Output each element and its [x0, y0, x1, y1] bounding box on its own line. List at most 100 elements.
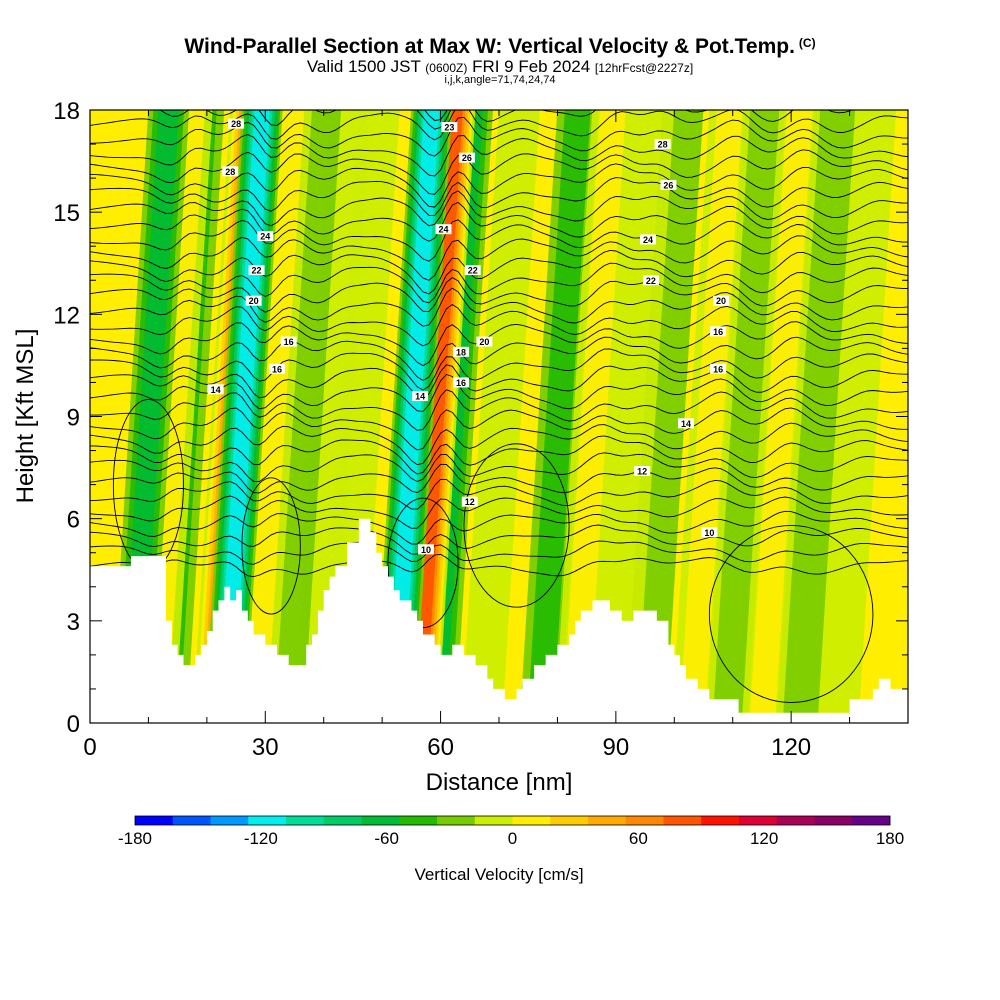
velocity-band	[749, 110, 813, 723]
colorbar-segment	[739, 816, 778, 825]
contour-label-bg	[713, 295, 730, 306]
y-tick-label: 3	[67, 609, 80, 636]
theta-contour	[90, 219, 908, 262]
colorbar-segment	[550, 816, 589, 825]
velocity-band	[595, 110, 675, 723]
theta-contour	[90, 524, 908, 555]
contour-label: 20	[716, 296, 726, 306]
theta-contour	[90, 303, 908, 347]
colorbar-tick-label: 60	[629, 829, 648, 848]
contour-label-bg	[222, 166, 239, 177]
axes: 0 30 60 90 120 0 3 6 9 12 15 18	[53, 98, 908, 761]
theta-contour	[90, 435, 908, 475]
contour-label: 18	[456, 347, 466, 357]
contour-label: 24	[260, 232, 270, 242]
theta-contour	[90, 277, 908, 313]
y-tick-label: 6	[67, 507, 80, 534]
colorbar-segment	[172, 816, 211, 825]
forecast-info: [12hrFcst@2227z]	[594, 61, 694, 75]
contour-label: 16	[456, 378, 466, 388]
colorbar-segment	[588, 816, 627, 825]
contour-label: 16	[713, 364, 723, 374]
x-tick-label: 90	[603, 734, 630, 761]
colorbar-tick-label: -180	[118, 829, 152, 848]
chart-subtitle: Valid 1500 JST (0600Z) FRI 9 Feb 2024 [1…	[0, 58, 1000, 75]
contour-label-bg	[280, 336, 297, 347]
theta-contour	[90, 163, 908, 208]
velocity-band	[241, 110, 305, 723]
theta-contour-closed	[241, 477, 301, 615]
contour-label: 12	[465, 497, 475, 507]
theta-contour	[90, 190, 908, 227]
contour-label: 14	[415, 392, 425, 402]
contour-label-bg	[639, 234, 656, 245]
colorbar-segment	[814, 816, 853, 825]
theta-contour	[90, 348, 908, 391]
y-axis-title: Height [Kft MSL]	[12, 329, 39, 504]
y-tick-label: 9	[67, 405, 80, 432]
theta-contour	[90, 478, 908, 510]
contour-label: 20	[249, 296, 259, 306]
contour-label: 28	[658, 140, 668, 150]
theta-contour	[90, 177, 908, 216]
contour-labels: 28 28 24 22 20 16 16 14 23 26 24 22 20 18 16 14 12 10 28 26…	[207, 118, 730, 555]
theta-contour	[90, 249, 908, 295]
colorbar-tick-label: -120	[244, 829, 278, 848]
contour-label-bg	[453, 346, 470, 357]
contour-label-bg	[710, 363, 727, 374]
contour-label-bg	[654, 139, 671, 150]
x-axis-title: Distance [nm]	[426, 769, 573, 796]
velocity-band	[706, 110, 786, 723]
contour-label-bg	[441, 122, 458, 133]
contour-label: 26	[462, 153, 472, 163]
velocity-band	[386, 110, 440, 723]
contour-label-bg	[634, 465, 651, 476]
colorbar-segment	[286, 816, 325, 825]
colorbar-segment	[663, 816, 702, 825]
contour-label: 10	[704, 528, 714, 538]
chart-title: Wind-Parallel Section at Max W: Vertical…	[0, 36, 1000, 57]
contour-label-bg	[228, 118, 245, 129]
velocity-band	[527, 110, 591, 723]
theta-contour	[90, 389, 908, 431]
contour-label: 22	[468, 266, 478, 276]
contour-label-bg	[660, 179, 677, 190]
contour-label-bg	[257, 231, 274, 242]
y-tick-label: 12	[53, 302, 80, 329]
chart-title-text: Wind-Parallel Section at Max W: Vertical…	[184, 35, 795, 58]
potential-temperature-contours	[90, 110, 908, 704]
colorbar-segment	[474, 816, 513, 825]
contour-label-bg	[453, 377, 470, 388]
contour-label: 23	[444, 123, 454, 133]
colorbar: -180 -120 -60 0 60 120 180	[118, 815, 904, 848]
colorbar-segment	[776, 816, 815, 825]
contour-label-bg	[701, 527, 718, 538]
colorbar-segment	[361, 816, 400, 825]
contour-label-bg	[245, 295, 262, 306]
contour-label: 16	[713, 327, 723, 337]
contour-label: 28	[225, 167, 235, 177]
x-tick-label: 120	[771, 734, 811, 761]
contour-label-bg	[476, 336, 493, 347]
theta-contour	[90, 407, 908, 451]
theta-contour	[90, 287, 908, 327]
contour-label-bg	[458, 152, 475, 163]
colorbar-segment	[210, 816, 249, 825]
velocity-band	[679, 110, 743, 723]
colorbar-tick-label: 180	[876, 829, 904, 848]
colorbar-segment	[625, 816, 664, 825]
theta-contour-closed	[387, 497, 459, 629]
theta-contour	[90, 452, 908, 482]
contour-label-bg	[710, 326, 727, 337]
x-tick-label: 0	[83, 734, 96, 761]
velocity-band	[461, 110, 540, 723]
colorbar-tick-label: 0	[508, 829, 517, 848]
contour-label-bg	[207, 384, 224, 395]
theta-contour	[90, 510, 908, 545]
contour-label: 14	[211, 385, 221, 395]
contour-label-bg	[268, 363, 285, 374]
contour-label-bg	[677, 418, 694, 429]
valid-utc: (0600Z)	[425, 61, 468, 75]
theta-contour	[90, 336, 908, 381]
